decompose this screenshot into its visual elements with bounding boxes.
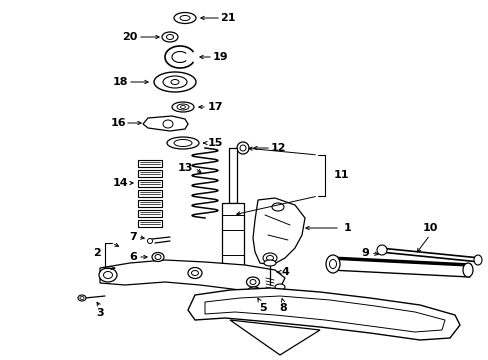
Ellipse shape	[240, 145, 245, 151]
Ellipse shape	[172, 102, 194, 112]
Ellipse shape	[147, 238, 152, 243]
Bar	[138, 180, 162, 187]
Bar	[138, 220, 162, 227]
Ellipse shape	[473, 255, 481, 265]
Text: 19: 19	[212, 52, 227, 62]
Ellipse shape	[329, 260, 336, 269]
Ellipse shape	[163, 76, 186, 88]
Bar	[228, 148, 237, 203]
Text: 7: 7	[129, 232, 137, 242]
Text: 10: 10	[422, 223, 437, 233]
Text: 17: 17	[207, 102, 223, 112]
Text: 14: 14	[112, 178, 127, 188]
Ellipse shape	[376, 245, 386, 255]
Ellipse shape	[271, 203, 284, 211]
Polygon shape	[204, 296, 444, 332]
Text: 4: 4	[281, 267, 288, 277]
Text: 13: 13	[177, 163, 193, 173]
Ellipse shape	[180, 105, 185, 108]
Ellipse shape	[325, 255, 339, 273]
Ellipse shape	[247, 287, 260, 293]
Ellipse shape	[274, 284, 285, 290]
Text: 21: 21	[220, 13, 235, 23]
Ellipse shape	[171, 80, 179, 85]
Text: 5: 5	[259, 303, 266, 313]
Text: 11: 11	[333, 170, 349, 180]
Ellipse shape	[167, 137, 199, 149]
Ellipse shape	[249, 279, 256, 284]
Text: 8: 8	[279, 303, 286, 313]
Ellipse shape	[174, 13, 196, 23]
Ellipse shape	[78, 295, 86, 301]
Polygon shape	[187, 288, 459, 340]
Ellipse shape	[162, 32, 178, 42]
Ellipse shape	[152, 252, 163, 261]
Polygon shape	[142, 116, 187, 131]
Polygon shape	[252, 198, 305, 265]
Ellipse shape	[177, 104, 189, 110]
Bar	[138, 190, 162, 197]
Ellipse shape	[263, 253, 276, 263]
Text: 15: 15	[207, 138, 222, 148]
Ellipse shape	[237, 142, 248, 154]
Ellipse shape	[462, 263, 472, 277]
Text: 12: 12	[270, 143, 285, 153]
Bar	[222, 203, 244, 268]
Bar	[138, 200, 162, 207]
Text: 6: 6	[129, 252, 137, 262]
Ellipse shape	[163, 120, 173, 128]
Polygon shape	[229, 320, 319, 355]
Ellipse shape	[99, 268, 117, 282]
Ellipse shape	[154, 72, 196, 92]
Text: 2: 2	[93, 248, 101, 258]
Ellipse shape	[187, 267, 202, 279]
Ellipse shape	[80, 297, 84, 300]
Bar	[138, 210, 162, 217]
Ellipse shape	[174, 139, 192, 147]
Text: 20: 20	[122, 32, 138, 42]
Bar	[138, 170, 162, 177]
Text: 3: 3	[96, 308, 103, 318]
Ellipse shape	[180, 15, 190, 21]
Ellipse shape	[246, 277, 259, 287]
Text: 1: 1	[344, 223, 351, 233]
Ellipse shape	[264, 260, 275, 266]
Text: 9: 9	[360, 248, 368, 258]
Bar	[138, 160, 162, 167]
Polygon shape	[100, 260, 285, 292]
Ellipse shape	[155, 255, 161, 260]
Ellipse shape	[103, 271, 112, 279]
Text: 18: 18	[112, 77, 127, 87]
Text: 16: 16	[110, 118, 125, 128]
Ellipse shape	[191, 270, 198, 275]
Ellipse shape	[266, 256, 273, 261]
Ellipse shape	[166, 35, 173, 40]
